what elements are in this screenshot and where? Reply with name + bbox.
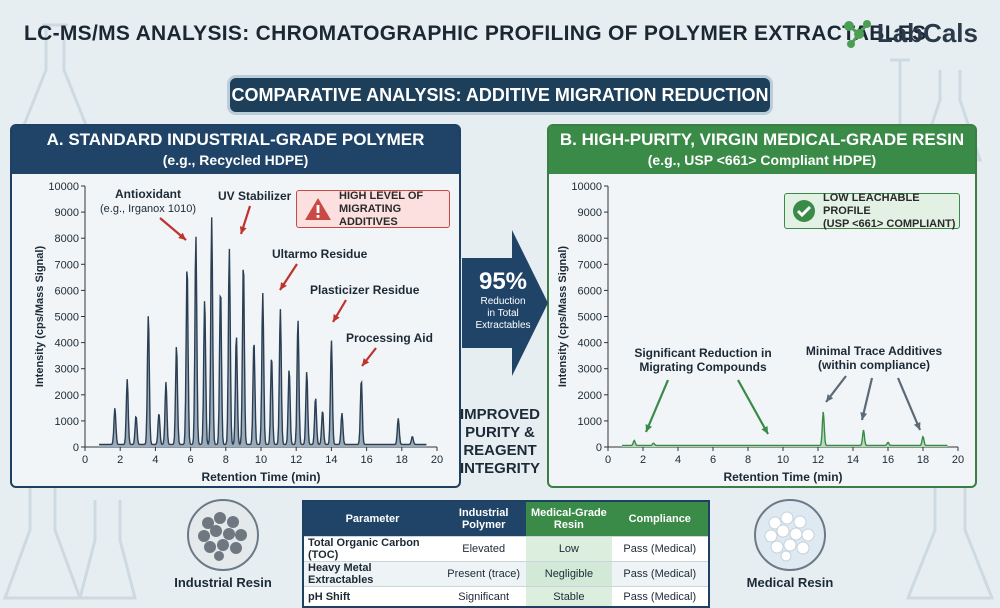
- column-header: Industrial Polymer: [441, 501, 526, 537]
- y-tick-label: 9000: [578, 207, 602, 219]
- resin-label: Industrial Resin: [168, 575, 278, 590]
- reduction-percent: 95%: [470, 268, 536, 296]
- annotation-arrow: [646, 380, 668, 432]
- y-tick-label: 4000: [578, 338, 602, 350]
- annotation-label: Migrating Compounds: [639, 360, 767, 374]
- column-header: Compliance: [612, 501, 709, 537]
- alert-line: MIGRATING ADDITIVES: [339, 203, 449, 229]
- y-axis-label: Intensity (cps/Mass Signal): [557, 246, 569, 388]
- y-tick-label: 7000: [578, 259, 602, 271]
- y-tick-label: 6000: [578, 285, 602, 297]
- table-cell: Negligible: [526, 562, 611, 587]
- annotation-arrow: [738, 380, 768, 434]
- annotation-label: Significant Reduction in: [634, 346, 771, 360]
- x-tick-label: 20: [952, 454, 964, 466]
- x-tick-label: 18: [917, 454, 929, 466]
- table-cell: Stable: [526, 587, 611, 608]
- pellets-icon: [753, 498, 827, 572]
- alert-line: HIGH LEVEL OF: [339, 190, 449, 203]
- x-tick-label: 0: [605, 454, 611, 466]
- x-tick-label: 12: [812, 454, 824, 466]
- y-tick-label: 5000: [578, 312, 602, 324]
- x-tick-label: 4: [675, 454, 681, 466]
- table-cell: Total Organic Carbon (TOC): [303, 537, 441, 562]
- x-tick-label: 6: [710, 454, 716, 466]
- table-cell: Significant: [441, 587, 526, 608]
- integrity-note: IMPROVED PURITY & REAGENT INTEGRITY: [455, 406, 545, 478]
- y-tick-label: 10000: [571, 181, 602, 193]
- signal-line: [622, 412, 948, 446]
- low-leachable-alert: LOW LEACHABLE PROFILE (USP <661> COMPLIA…: [784, 193, 960, 229]
- column-header: Medical-Grade Resin: [526, 501, 611, 537]
- warning-icon: [303, 196, 333, 222]
- integrity-line: INTEGRITY: [455, 460, 545, 478]
- integrity-line: REAGENT: [455, 442, 545, 460]
- table-row: pH Shift Significant Stable Pass (Medica…: [303, 587, 709, 608]
- integrity-line: IMPROVED: [455, 406, 545, 424]
- table-cell: Elevated: [441, 537, 526, 562]
- x-tick-label: 8: [745, 454, 751, 466]
- pellets-icon: [186, 498, 260, 572]
- resin-label: Medical Resin: [735, 575, 845, 590]
- table-row: Heavy Metal Extractables Present (trace)…: [303, 562, 709, 587]
- high-migration-alert: HIGH LEVEL OF MIGRATING ADDITIVES: [296, 190, 450, 228]
- reduction-label: in Total: [470, 308, 536, 320]
- alert-line: LOW LEACHABLE PROFILE: [823, 192, 959, 218]
- table-cell: Pass (Medical): [612, 537, 709, 562]
- reduction-stat: 95% Reduction in Total Extractables: [470, 268, 536, 332]
- table-cell: Pass (Medical): [612, 562, 709, 587]
- table-cell: Low: [526, 537, 611, 562]
- annotation-label: Minimal Trace Additives: [806, 344, 943, 358]
- x-tick-label: 2: [640, 454, 646, 466]
- alert-line: (USP <661> COMPLIANT): [823, 218, 959, 231]
- annotation-arrow: [898, 378, 920, 430]
- annotation-label: (within compliance): [818, 358, 930, 372]
- table-cell: pH Shift: [303, 587, 441, 608]
- table-row: Total Organic Carbon (TOC) Elevated Low …: [303, 537, 709, 562]
- table-header-row: Parameter Industrial Polymer Medical-Gra…: [303, 501, 709, 537]
- reduction-label: Reduction: [470, 296, 536, 308]
- check-circle-icon: [791, 198, 817, 224]
- x-tick-label: 16: [882, 454, 894, 466]
- column-header: Parameter: [303, 501, 441, 537]
- y-tick-label: 0: [596, 442, 602, 454]
- medical-resin: Medical Resin: [735, 498, 845, 590]
- y-tick-label: 1000: [578, 416, 602, 428]
- integrity-line: PURITY &: [455, 424, 545, 442]
- x-tick-label: 10: [777, 454, 789, 466]
- table-cell: Pass (Medical): [612, 587, 709, 608]
- signal-area: [622, 412, 948, 447]
- y-tick-label: 8000: [578, 233, 602, 245]
- y-tick-label: 2000: [578, 390, 602, 402]
- y-tick-label: 3000: [578, 364, 602, 376]
- comparison-table: Parameter Industrial Polymer Medical-Gra…: [302, 500, 710, 608]
- x-axis-label: Retention Time (min): [723, 470, 842, 484]
- industrial-resin: Industrial Resin: [168, 498, 278, 590]
- x-tick-label: 14: [847, 454, 859, 466]
- reduction-label: Extractables: [470, 320, 536, 332]
- table-cell: Heavy Metal Extractables: [303, 562, 441, 587]
- table-cell: Present (trace): [441, 562, 526, 587]
